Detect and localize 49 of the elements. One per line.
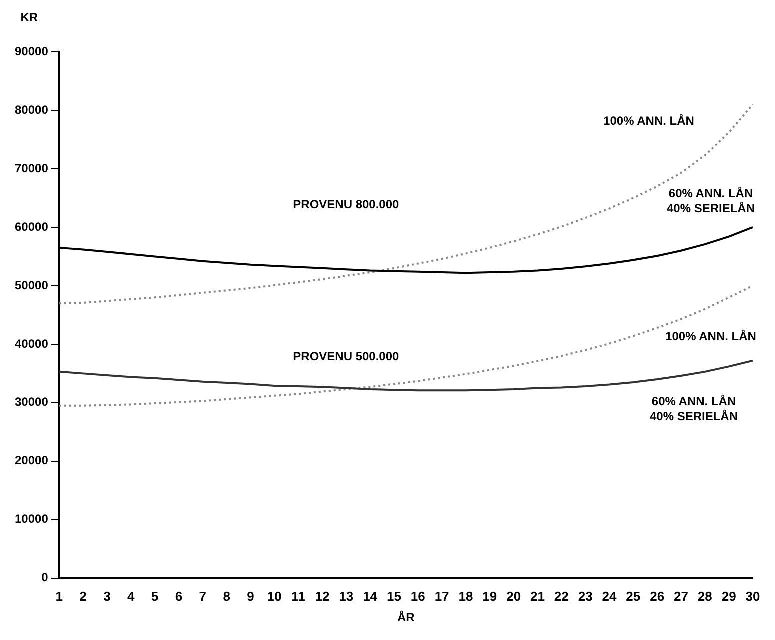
- x-tick-label: 2: [80, 588, 87, 604]
- y-axis-title: KR: [20, 10, 38, 24]
- x-tick-label: 26: [650, 588, 665, 604]
- x-tick-label: 30: [746, 588, 760, 604]
- y-tick-label: 50000: [14, 278, 49, 292]
- x-tick-label: 9: [247, 588, 254, 604]
- x-tick-label: 27: [674, 588, 688, 604]
- series-label: 100% ANN. LÅN: [666, 329, 756, 344]
- x-axis-title: ÅR: [398, 610, 416, 625]
- x-tick-label: 5: [151, 588, 159, 604]
- annotation: PROVENU 500.000: [293, 349, 400, 364]
- x-tick-label: 19: [482, 588, 498, 604]
- y-tick-label: 40000: [14, 336, 49, 351]
- y-tick-label: 60000: [14, 220, 49, 234]
- x-tick-label: 6: [175, 588, 183, 604]
- x-tick-label: 13: [339, 588, 354, 604]
- x-tick-label: 28: [698, 588, 712, 604]
- y-tick-label: 30000: [14, 395, 49, 410]
- y-tick-label: 20000: [14, 454, 49, 468]
- x-tick-label: 11: [292, 588, 306, 604]
- y-tick-label: 70000: [14, 161, 49, 176]
- x-tick-label: 17: [434, 588, 450, 604]
- y-tick-label: 10000: [14, 512, 49, 526]
- y-tick-label: 0: [42, 570, 49, 585]
- series-label: 60% ANN. LÅN 40% SERIELÅN: [666, 186, 756, 216]
- x-tick-label: 12: [315, 588, 330, 604]
- annotation: PROVENU 800.000: [293, 197, 400, 212]
- line-series: [59, 104, 753, 304]
- x-tick-label: 29: [722, 588, 736, 604]
- x-tick-label: 15: [386, 588, 402, 604]
- x-tick-label: 8: [223, 588, 230, 604]
- x-tick-label: 25: [626, 588, 641, 604]
- x-tick-label: 18: [458, 588, 474, 604]
- x-tick-label: 3: [104, 588, 111, 604]
- text: 100% ANN. LÅN: [604, 114, 694, 128]
- x-tick-label: 14: [363, 588, 378, 604]
- y-tick-label: 80000: [14, 102, 49, 117]
- x-tick-label: 7: [199, 588, 206, 604]
- x-tick-label: 21: [530, 588, 545, 604]
- x-tick-label: 22: [554, 588, 569, 604]
- x-tick-label: 23: [578, 588, 593, 604]
- x-tick-label: 20: [506, 588, 522, 604]
- x-tick-label: 10: [267, 588, 282, 604]
- x-tick-label: 16: [410, 588, 426, 604]
- x-tick-label: 4: [128, 588, 136, 604]
- x-tick-label: 1: [56, 588, 63, 604]
- x-tick-label: 24: [602, 588, 618, 604]
- y-tick-label: 90000: [14, 44, 49, 58]
- series-label: 60% ANN. LÅN 40% SERIELÅN: [650, 394, 738, 424]
